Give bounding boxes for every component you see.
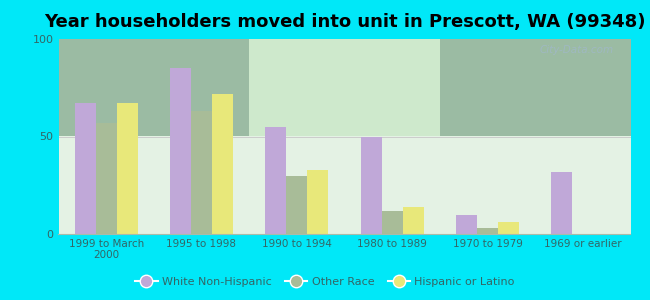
Bar (307, 170, 328, 234)
Bar (265, 127, 287, 234)
Title: Year householders moved into unit in Prescott, WA (99348): Year householders moved into unit in Pre… (44, 13, 645, 31)
Bar (75, 103, 96, 234)
Bar (456, 214, 477, 234)
Bar (551, 172, 573, 234)
Bar (116, 103, 138, 234)
Bar (191, 111, 212, 234)
Bar (402, 207, 424, 234)
Bar (477, 228, 498, 234)
Bar (287, 176, 307, 234)
Bar (170, 68, 191, 234)
Text: City-Data.com: City-Data.com (540, 45, 614, 55)
Bar (361, 136, 382, 234)
Bar (382, 211, 402, 234)
Bar (96, 123, 116, 234)
Legend: White Non-Hispanic, Other Race, Hispanic or Latino: White Non-Hispanic, Other Race, Hispanic… (131, 273, 519, 291)
Bar (498, 222, 519, 234)
Bar (212, 94, 233, 234)
